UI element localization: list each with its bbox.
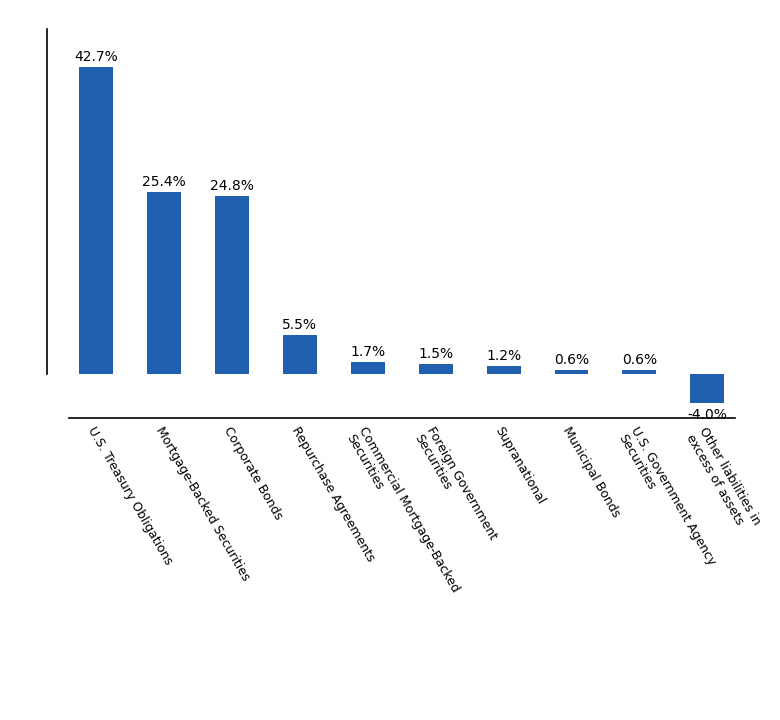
Text: 1.2%: 1.2% xyxy=(486,349,521,363)
Bar xyxy=(147,192,181,374)
Bar xyxy=(419,364,452,374)
Text: -4.0%: -4.0% xyxy=(687,408,727,421)
Text: 0.6%: 0.6% xyxy=(554,354,589,367)
Bar xyxy=(351,362,385,374)
Text: 24.8%: 24.8% xyxy=(210,179,254,193)
Bar xyxy=(555,370,588,374)
Bar xyxy=(487,366,520,374)
Text: 42.7%: 42.7% xyxy=(74,50,118,64)
Text: 5.5%: 5.5% xyxy=(282,318,317,332)
Bar xyxy=(215,196,249,374)
Text: 1.5%: 1.5% xyxy=(418,347,453,361)
Bar xyxy=(622,370,657,374)
Text: 1.7%: 1.7% xyxy=(350,346,385,359)
Text: 25.4%: 25.4% xyxy=(142,175,186,189)
Bar xyxy=(79,67,113,374)
Text: 0.6%: 0.6% xyxy=(622,354,657,367)
Bar xyxy=(690,374,725,403)
Bar xyxy=(283,335,317,374)
